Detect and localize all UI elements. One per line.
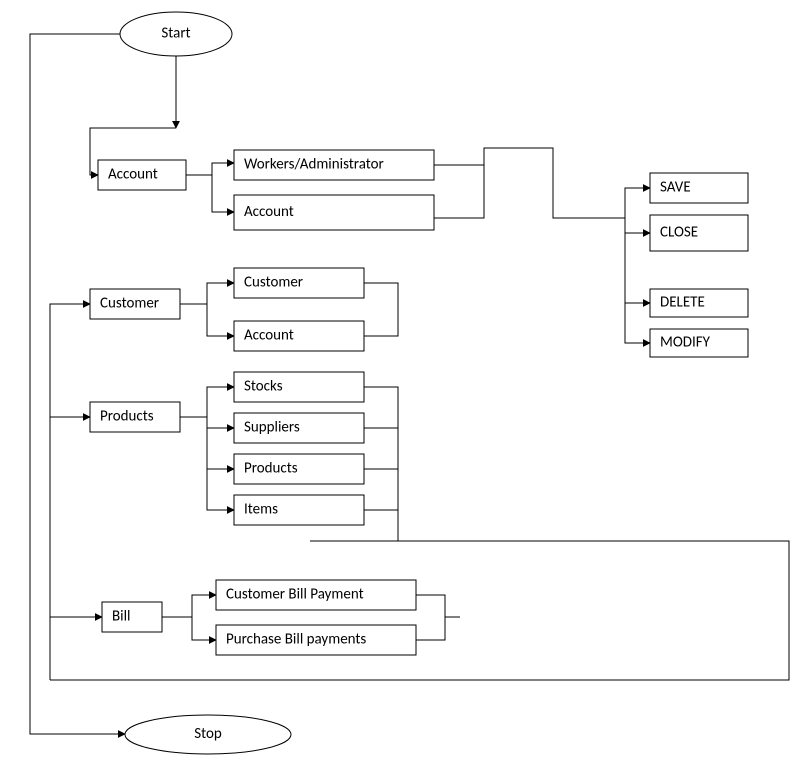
node-cust2-label: Customer: [244, 274, 303, 292]
node-cust2: Customer: [234, 268, 364, 298]
node-stocks-label: Stocks: [244, 378, 283, 396]
node-suppliers-label: Suppliers: [244, 419, 300, 437]
node-modify: MODIFY: [650, 329, 748, 357]
edge-15: [625, 233, 650, 303]
edge-7: [207, 417, 234, 428]
node-customerT-label: Customer: [100, 295, 159, 313]
node-account2-label: Account: [244, 203, 294, 221]
edge-3: [212, 175, 234, 212]
node-billT-label: Bill: [112, 608, 131, 626]
node-delete: DELETE: [650, 289, 748, 317]
node-products2: Products: [234, 454, 364, 484]
node-stocks: Stocks: [234, 372, 364, 402]
node-accountT: Account: [98, 160, 186, 190]
node-start: Start: [120, 12, 232, 56]
node-stop-label: Stop: [194, 725, 222, 743]
node-products2-label: Products: [244, 460, 298, 478]
node-items-label: Items: [244, 501, 278, 519]
node-close-label: CLOSE: [660, 224, 698, 242]
node-suppliers: Suppliers: [234, 413, 364, 443]
node-close: CLOSE: [650, 215, 748, 251]
node-start-label: Start: [161, 25, 190, 43]
node-save-label: SAVE: [660, 179, 691, 197]
node-custBill-label: Customer Bill Payment: [226, 586, 364, 604]
edge-12: [434, 148, 650, 218]
node-accountT-label: Account: [108, 166, 158, 184]
edge-2: [186, 163, 234, 175]
edge-10: [162, 595, 216, 617]
edge-23: [416, 595, 445, 640]
edge-11: [192, 617, 216, 640]
node-billT: Bill: [102, 602, 162, 632]
flowchart: Start Stop Account Workers/Administrator Acc…: [0, 0, 805, 777]
node-productsT: Products: [90, 402, 180, 432]
node-account2: Account: [234, 195, 434, 230]
edge-13: [434, 165, 484, 218]
node-custBill: Customer Bill Payment: [216, 580, 416, 610]
node-acct3-label: Account: [244, 327, 294, 345]
node-workers: Workers/Administrator: [234, 150, 434, 180]
edge-9: [207, 469, 234, 510]
node-productsT-label: Products: [100, 408, 154, 426]
node-purchBill-label: Purchase Bill payments: [226, 631, 366, 649]
edge-5: [207, 304, 234, 336]
node-acct3: Account: [234, 321, 364, 351]
edge-4: [180, 283, 234, 304]
edge-17: [364, 283, 398, 336]
node-workers-label: Workers/Administrator: [244, 156, 384, 174]
edge-6: [180, 387, 234, 417]
node-stop: Stop: [125, 715, 291, 754]
node-save: SAVE: [650, 173, 748, 203]
node-items: Items: [234, 495, 364, 525]
edge-8: [207, 428, 234, 469]
edge-16: [625, 303, 650, 343]
node-delete-label: DELETE: [660, 294, 705, 312]
node-customerT: Customer: [90, 289, 180, 319]
node-purchBill: Purchase Bill payments: [216, 625, 416, 655]
edge-26: [50, 304, 90, 680]
edge-14: [625, 218, 650, 233]
node-modify-label: MODIFY: [660, 334, 711, 352]
